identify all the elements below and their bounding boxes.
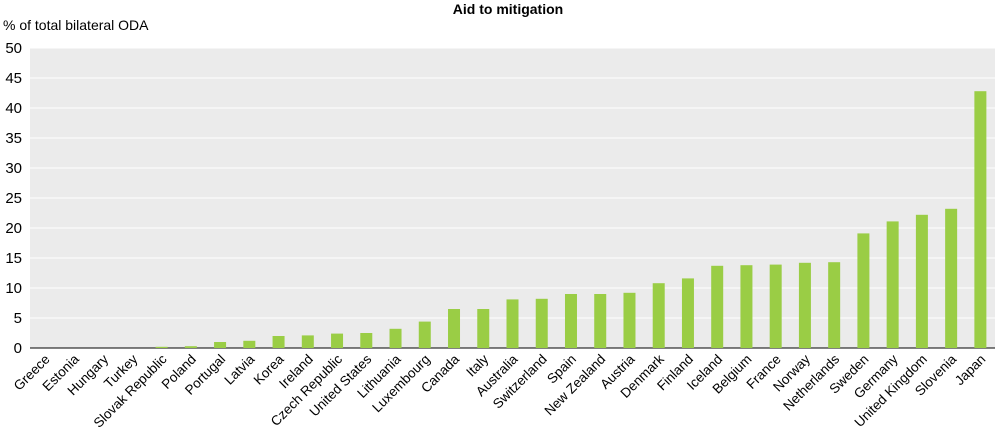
bar-australia	[506, 299, 519, 348]
bar-latvia	[243, 340, 256, 348]
y-axis-ticks: 0 5 10 15 20 25 30 35 40 45 50	[5, 40, 22, 357]
bar-luxembourg	[418, 321, 431, 348]
bar-korea	[272, 336, 285, 348]
y-tick-label: 45	[5, 70, 22, 87]
y-tick-label: 35	[5, 130, 22, 147]
y-tick-label: 30	[5, 160, 22, 177]
y-tick-label: 15	[5, 250, 22, 267]
bar-belgium	[740, 265, 753, 348]
y-tick-label: 20	[5, 220, 22, 237]
bar-switzerland	[535, 298, 548, 348]
y-tick-label: 50	[5, 40, 22, 57]
chart-title: Aid to mitigation	[453, 1, 563, 17]
bar-ireland	[301, 335, 314, 348]
y-tick-label: 0	[14, 340, 22, 357]
bar-slovenia	[945, 208, 958, 348]
y-tick-label: 25	[5, 190, 22, 207]
bar-slovak-republic	[155, 346, 168, 348]
bar-denmark	[652, 283, 665, 348]
bars	[155, 91, 987, 348]
bar-austria	[623, 292, 636, 348]
bar-canada	[448, 309, 461, 348]
bar-poland	[184, 346, 197, 348]
bar-lithuania	[389, 328, 402, 348]
bar-czech-republic	[331, 333, 344, 348]
bar-portugal	[214, 342, 227, 348]
bar-united-states	[360, 333, 373, 348]
bar-spain	[564, 294, 577, 348]
bar-united-kingdom	[915, 214, 928, 348]
y-axis-label: % of total bilateral ODA	[3, 17, 149, 33]
bar-new-zealand	[594, 294, 607, 348]
bar-netherlands	[828, 262, 841, 348]
bar-japan	[974, 91, 987, 348]
bar-sweden	[857, 233, 870, 348]
y-tick-label: 40	[5, 100, 22, 117]
y-tick-label: 10	[5, 280, 22, 297]
bar-iceland	[711, 265, 724, 348]
bar-france	[769, 264, 782, 348]
bar-norway	[798, 262, 811, 348]
bar-finland	[681, 278, 694, 348]
x-tick-label: Latvia	[221, 351, 257, 387]
bar-germany	[886, 221, 899, 348]
x-tick-label: Japan	[952, 352, 989, 389]
y-tick-label: 5	[14, 310, 22, 327]
bar-italy	[477, 309, 490, 348]
